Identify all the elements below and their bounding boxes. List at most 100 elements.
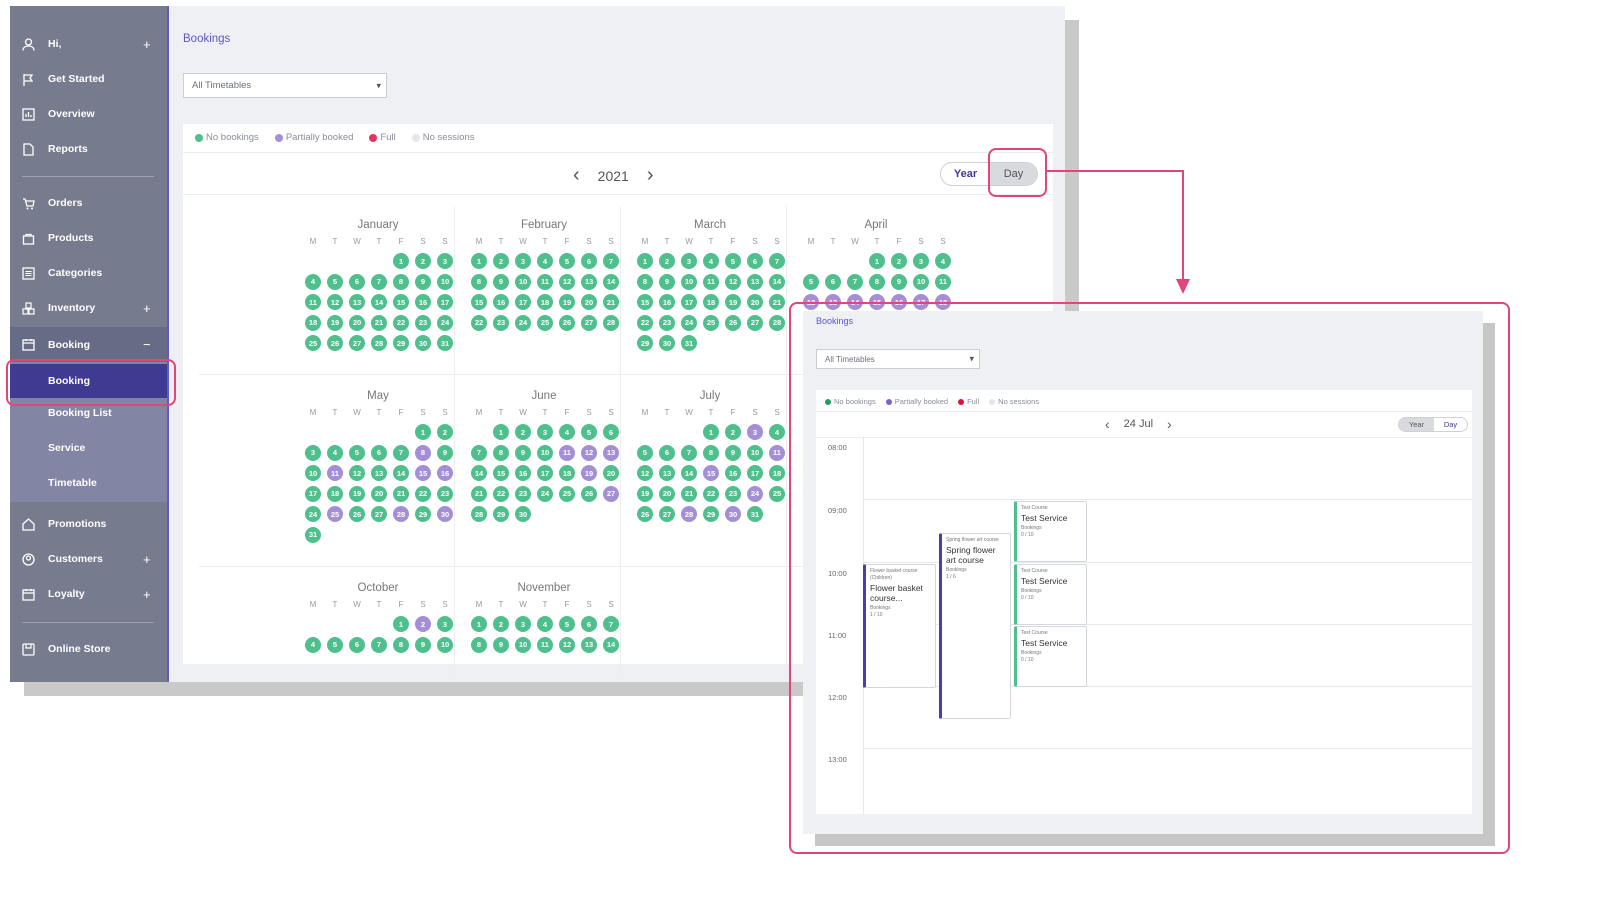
day-cell[interactable]: 10 [534, 443, 556, 464]
day-cell[interactable]: 9 [490, 635, 512, 656]
day-cell[interactable]: 22 [390, 313, 412, 334]
day-cell[interactable]: 27 [744, 313, 766, 334]
day-cell[interactable]: 26 [722, 313, 744, 334]
day-cell[interactable]: 8 [490, 443, 512, 464]
day-cell[interactable]: 18 [556, 463, 578, 484]
day-cell[interactable]: 2 [412, 614, 434, 635]
year-view-button[interactable]: Year [953, 168, 978, 180]
day-cell[interactable]: 21 [766, 292, 788, 313]
day-cell[interactable]: 2 [722, 422, 744, 443]
day-cell[interactable]: 28 [766, 313, 788, 334]
day-cell[interactable]: 14 [766, 272, 788, 293]
day-cell[interactable]: 19 [556, 292, 578, 313]
sidebar-item-inventory[interactable]: Inventory + [10, 292, 167, 324]
day-cell[interactable]: 13 [600, 443, 622, 464]
day-cell[interactable]: 23 [412, 313, 434, 334]
day-cell[interactable]: 29 [412, 504, 434, 525]
day-cell[interactable]: 18 [766, 463, 788, 484]
day-cell[interactable]: 21 [468, 484, 490, 505]
day-cell[interactable]: 16 [512, 463, 534, 484]
day-cell[interactable]: 12 [346, 463, 368, 484]
day-cell[interactable]: 23 [722, 484, 744, 505]
day-cell[interactable]: 6 [346, 635, 368, 656]
sidebar-subitem-booking[interactable]: Booking [10, 364, 167, 398]
day-cell[interactable]: 14 [390, 463, 412, 484]
day-cell[interactable]: 8 [390, 272, 412, 293]
day-cell[interactable]: 31 [678, 333, 700, 354]
next-day-button[interactable]: › [1167, 416, 1172, 432]
day-cell[interactable]: 17 [302, 484, 324, 505]
day-cell[interactable]: 27 [656, 504, 678, 525]
day-cell[interactable]: 17 [434, 292, 456, 313]
day-cell[interactable]: 21 [678, 484, 700, 505]
day-cell[interactable]: 27 [578, 313, 600, 334]
day-cell[interactable]: 5 [324, 272, 346, 293]
sidebar-item-overview[interactable]: Overview [10, 98, 167, 130]
day-cell[interactable]: 10 [302, 463, 324, 484]
prev-year-button[interactable]: ‹ [573, 164, 580, 186]
day-cell[interactable]: 14 [600, 635, 622, 656]
day-cell[interactable]: 2 [490, 614, 512, 635]
day-cell[interactable]: 1 [412, 422, 434, 443]
day-cell[interactable]: 2 [656, 251, 678, 272]
day-cell[interactable]: 11 [556, 443, 578, 464]
day-cell[interactable]: 19 [722, 292, 744, 313]
day-cell[interactable]: 10 [434, 272, 456, 293]
day-cell[interactable]: 6 [578, 251, 600, 272]
day-cell[interactable]: 10 [512, 272, 534, 293]
day-cell[interactable]: 11 [302, 292, 324, 313]
day-cell[interactable]: 24 [434, 313, 456, 334]
booking-event[interactable]: Spring flower art course Spring flower a… [939, 533, 1011, 719]
day-cell[interactable]: 19 [578, 463, 600, 484]
day-cell[interactable]: 26 [556, 313, 578, 334]
day-cell[interactable]: 5 [800, 272, 822, 293]
day-cell[interactable]: 21 [368, 313, 390, 334]
breadcrumb[interactable]: Bookings [816, 316, 854, 326]
day-cell[interactable]: 19 [634, 484, 656, 505]
day-cell[interactable]: 21 [390, 484, 412, 505]
day-cell[interactable]: 27 [346, 333, 368, 354]
day-cell[interactable]: 9 [412, 272, 434, 293]
sidebar-item-orders[interactable]: Orders [10, 187, 167, 219]
day-cell[interactable]: 7 [600, 251, 622, 272]
day-cell[interactable]: 8 [700, 443, 722, 464]
day-cell[interactable]: 8 [866, 272, 888, 293]
day-cell[interactable]: 25 [556, 484, 578, 505]
day-cell[interactable]: 15 [700, 463, 722, 484]
day-cell[interactable]: 12 [722, 272, 744, 293]
sidebar-item-online-store[interactable]: Online Store [10, 633, 167, 665]
day-cell[interactable]: 7 [368, 635, 390, 656]
day-cell[interactable]: 25 [700, 313, 722, 334]
day-cell[interactable]: 10 [678, 272, 700, 293]
day-cell[interactable]: 24 [534, 484, 556, 505]
day-cell[interactable]: 22 [468, 313, 490, 334]
day-cell[interactable]: 3 [678, 251, 700, 272]
day-cell[interactable]: 22 [700, 484, 722, 505]
day-cell[interactable]: 20 [578, 292, 600, 313]
day-cell[interactable]: 22 [634, 313, 656, 334]
day-cell[interactable]: 28 [468, 504, 490, 525]
sidebar-item-user[interactable]: Hi, + [10, 28, 167, 60]
day-cell[interactable]: 4 [302, 635, 324, 656]
day-cell[interactable]: 2 [412, 251, 434, 272]
year-view-button[interactable]: Year [1399, 418, 1434, 431]
day-cell[interactable]: 11 [766, 443, 788, 464]
day-cell[interactable]: 8 [412, 443, 434, 464]
day-cell[interactable]: 1 [700, 422, 722, 443]
day-cell[interactable]: 1 [468, 614, 490, 635]
day-cell[interactable]: 28 [390, 504, 412, 525]
day-cell[interactable]: 12 [556, 272, 578, 293]
day-cell[interactable]: 1 [866, 251, 888, 272]
day-cell[interactable]: 13 [744, 272, 766, 293]
day-cell[interactable]: 20 [744, 292, 766, 313]
day-cell[interactable]: 8 [468, 635, 490, 656]
day-cell[interactable]: 11 [700, 272, 722, 293]
booking-event[interactable]: Test Course Test Service Bookings 0 / 10 [1014, 501, 1087, 562]
day-cell[interactable]: 7 [766, 251, 788, 272]
day-cell[interactable]: 9 [412, 635, 434, 656]
day-cell[interactable]: 7 [678, 443, 700, 464]
day-cell[interactable]: 9 [888, 272, 910, 293]
day-cell[interactable]: 24 [512, 313, 534, 334]
day-cell[interactable]: 25 [534, 313, 556, 334]
day-cell[interactable]: 23 [490, 313, 512, 334]
